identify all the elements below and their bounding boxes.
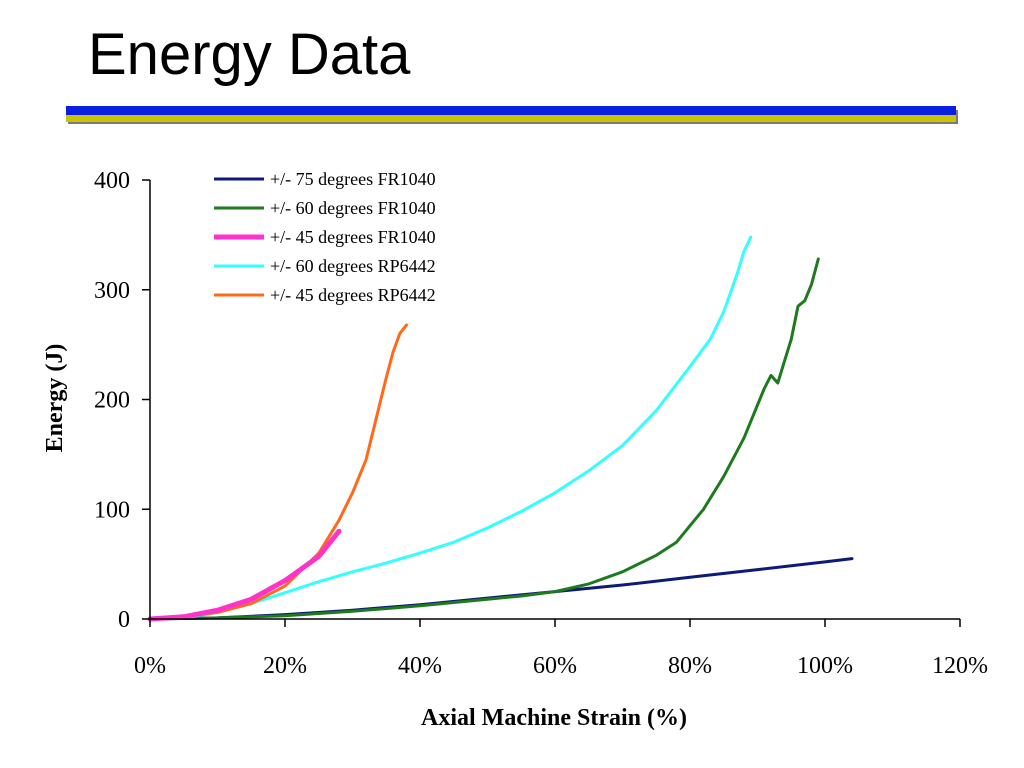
x-tick-label: 0% — [134, 653, 166, 679]
series-line-4 — [148, 235, 753, 621]
title-underline-blue — [66, 106, 956, 115]
y-tick-label: 400 — [94, 168, 130, 194]
legend-label-1: +/- 75 degrees FR1040 — [270, 169, 436, 189]
series-line-2 — [148, 257, 820, 621]
x-tick-label: 40% — [398, 653, 442, 679]
y-tick-label: 300 — [94, 278, 130, 304]
x-tick-label: 60% — [533, 653, 577, 679]
series-line-3 — [147, 528, 342, 622]
x-tick-label: 100% — [797, 653, 853, 679]
legend-label-2: +/- 60 degrees FR1040 — [270, 198, 436, 218]
legend-label-3: +/- 45 degrees FR1040 — [270, 227, 436, 247]
series-layer — [147, 235, 854, 622]
legend: +/- 75 degrees FR1040 +/- 60 degrees FR10… — [214, 169, 436, 305]
ticks-layer: 0% 20% 40% 60% 80% 100% 120% 0 100 200 300 400 — [94, 168, 988, 679]
legend-label-5: +/- 45 degrees RP6442 — [270, 285, 436, 305]
slide-title: Energy Data — [88, 22, 411, 87]
x-axis-title: Axial Machine Strain (%) — [421, 705, 687, 731]
y-tick-label: 100 — [94, 497, 130, 523]
series-line-1 — [148, 557, 854, 621]
y-tick-label: 200 — [94, 388, 130, 414]
series-line-5 — [148, 323, 408, 621]
legend-label-4: +/- 60 degrees RP6442 — [270, 256, 436, 276]
x-tick-label: 80% — [668, 653, 712, 679]
y-axis-title: Energy (J) — [42, 344, 68, 453]
title-underline-yellow — [66, 115, 956, 122]
x-tick-label: 20% — [263, 653, 307, 679]
y-tick-label: 0 — [118, 607, 130, 633]
x-tick-label: 120% — [932, 653, 988, 679]
